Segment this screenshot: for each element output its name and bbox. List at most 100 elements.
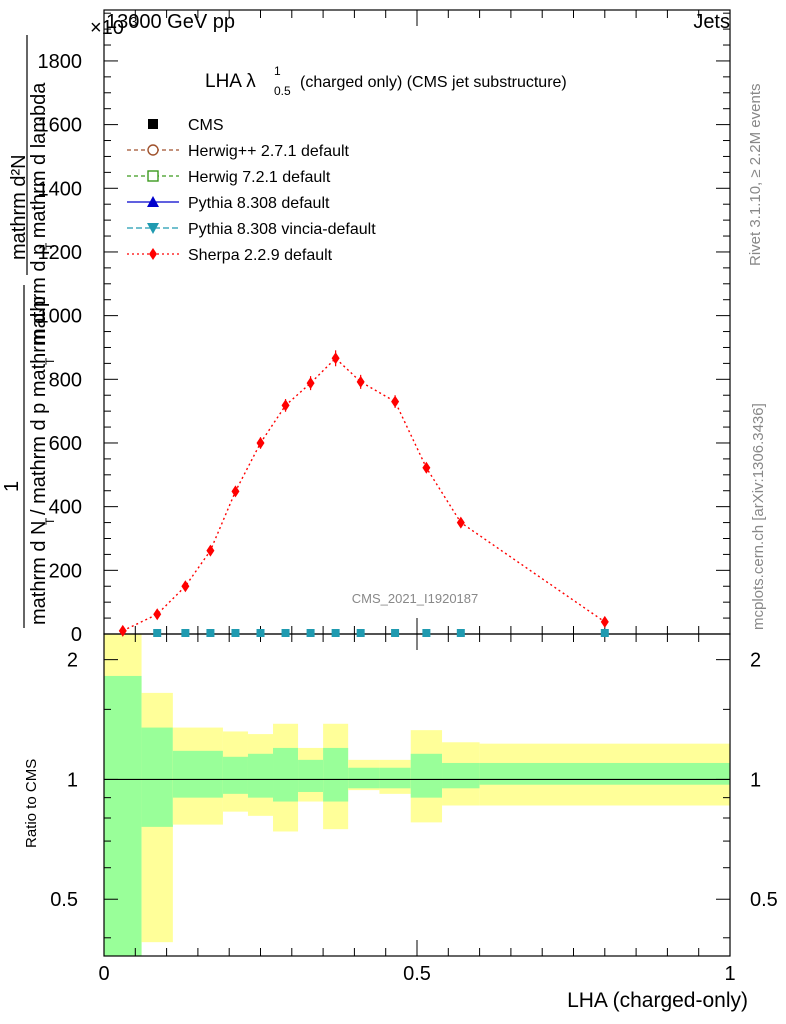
ratio-inner-band-10: [410, 753, 443, 798]
ratio-inner-band-6: [298, 759, 324, 792]
ratio-inner-band-2: [172, 750, 223, 798]
main-y-tick-label: 800: [49, 369, 82, 391]
sherpa-point: [256, 436, 265, 449]
legend-entry-herwigpp: Herwig++ 2.7.1 default: [127, 143, 350, 160]
flat-marker: [153, 629, 162, 637]
legend-entry-herwig7: Herwig 7.2.1 default: [127, 169, 331, 186]
main-y-tick-label: 1800: [38, 51, 83, 73]
x-axis-label: LHA (charged-only): [567, 989, 748, 1012]
flat-marker: [256, 629, 265, 637]
legend-marker-herwig7: [147, 170, 159, 182]
header-exponent-power: 3: [130, 14, 137, 29]
ylabel-line-3: mathrm d N / mathrm d p mathrm d p: [28, 296, 50, 625]
legend-entry-pythia: Pythia 8.308 default: [127, 195, 330, 212]
ratio-inner-band-5: [273, 747, 299, 802]
flat-marker: [600, 629, 609, 637]
flat-marker: [422, 629, 431, 637]
ylabel-top-one: 1: [1, 481, 23, 492]
main-y-tick-label: 1400: [38, 178, 83, 200]
legend-entry-vincia: Pythia 8.308 vincia-default: [127, 221, 376, 238]
ylabel-line-1: mathrm d p mathrm d lambda: [28, 82, 50, 345]
header-left: 13000 GeV pp: [106, 11, 235, 33]
title-sup: 1: [274, 64, 281, 78]
sherpa-line: [122, 357, 606, 632]
ratio-inner-band-4: [247, 753, 274, 798]
series-sherpa: [118, 350, 609, 637]
ratio-inner-band-12: [479, 762, 730, 785]
x-tick-label: 1: [724, 963, 735, 985]
sherpa-point: [391, 395, 400, 408]
flat-marker: [331, 629, 340, 637]
flat-series-markers: [153, 629, 609, 637]
flat-marker: [306, 629, 315, 637]
legend-label-vincia: Pythia 8.308 vincia-default: [188, 221, 376, 238]
ratio-y-tick-label-right: 1: [750, 769, 761, 791]
main-y-tick-label: 200: [49, 560, 82, 582]
legend-label-herwigpp: Herwig++ 2.7.1 default: [188, 143, 350, 160]
legend-label-sherpa: Sherpa 2.2.9 default: [188, 247, 333, 264]
analysis-tag: CMS_2021_I1920187: [352, 591, 479, 606]
title-suffix: (charged only) (CMS jet substructure): [300, 74, 567, 91]
legend-entry-sherpa: Sherpa 2.2.9 default: [127, 247, 333, 264]
legend-label-cms: CMS: [188, 117, 224, 134]
x-axis: 0 0.5 1: [98, 10, 736, 985]
main-y-tick-label: 1200: [38, 242, 83, 264]
ratio-inner-band-0: [104, 675, 142, 956]
sherpa-point: [118, 624, 127, 637]
ratio-inner-band-3: [222, 756, 248, 794]
title-sub: 0.5: [274, 84, 291, 98]
x-tick-label: 0: [98, 963, 109, 985]
ratio-y-axis-label: Ratio to CMS: [23, 759, 40, 848]
legend-marker-cms: [148, 119, 158, 129]
title-main: LHA λ: [205, 71, 256, 92]
main-y-tick-label: 600: [49, 433, 82, 455]
x-tick-label: 0.5: [403, 963, 431, 985]
flat-marker: [391, 629, 400, 637]
sherpa-point: [306, 377, 315, 390]
flat-marker: [456, 629, 465, 637]
flat-marker: [206, 629, 215, 637]
ylabel-line-2: T: [43, 242, 57, 250]
sherpa-point: [206, 544, 215, 557]
flat-marker: [231, 629, 240, 637]
main-y-tick-label: 400: [49, 497, 82, 519]
main-y-axis-label: mathrm d²N mathrm d p mathrm d lambda T …: [1, 35, 57, 628]
main-y-tick-label: 1000: [38, 306, 83, 328]
legend-marker-herwigpp: [147, 144, 159, 156]
ratio-inner-band-8: [348, 767, 380, 789]
header-right: Jets: [693, 11, 730, 33]
legend-marker-sherpa: [149, 248, 157, 260]
main-y-axis: 0 200 400 600 800 1000 1200 1400 1600 1800: [38, 12, 730, 646]
ratio-y-tick-label: 2: [67, 650, 78, 672]
legend-label-pythia: Pythia 8.308 default: [188, 195, 330, 212]
ratio-y-tick-label-right: 0.5: [750, 889, 778, 911]
plot-title: LHA λ 1 0.5 (charged only) (CMS jet subs…: [205, 64, 567, 98]
sherpa-point: [281, 399, 290, 412]
main-y-tick-label: 0: [71, 624, 82, 646]
sherpa-point: [456, 516, 465, 529]
sherpa-point: [356, 375, 365, 388]
rivet-tag: Rivet 3.1.10, ≥ 2.2M events: [747, 84, 764, 267]
legend-marker-vincia: [147, 223, 159, 234]
flat-marker: [281, 629, 290, 637]
legend-marker-pythia: [147, 196, 159, 207]
ratio-y-tick-label-right: 2: [750, 650, 761, 672]
legend-entry-cms: CMS: [148, 117, 224, 134]
sherpa-point: [600, 615, 609, 628]
flat-marker: [181, 629, 190, 637]
ylabel-line-0: mathrm d²N: [8, 154, 30, 260]
ylabel-line-4: T: [43, 357, 57, 365]
ratio-y-tick-label: 1: [67, 769, 78, 791]
legend-label-herwig7: Herwig 7.2.1 default: [188, 169, 331, 186]
ratio-inner-band-9: [379, 767, 411, 789]
sherpa-point: [331, 352, 340, 365]
sherpa-point: [181, 580, 190, 593]
sherpa-point: [153, 608, 162, 621]
sherpa-point: [231, 485, 240, 498]
ylabel-line-5: T: [43, 517, 57, 525]
sherpa-point: [422, 461, 431, 474]
header-exponent: ×10: [90, 17, 124, 39]
ratio-inner-band-7: [323, 747, 349, 802]
ratio-y-axis: 0.5 0.5 1 1 2 2: [50, 650, 778, 939]
